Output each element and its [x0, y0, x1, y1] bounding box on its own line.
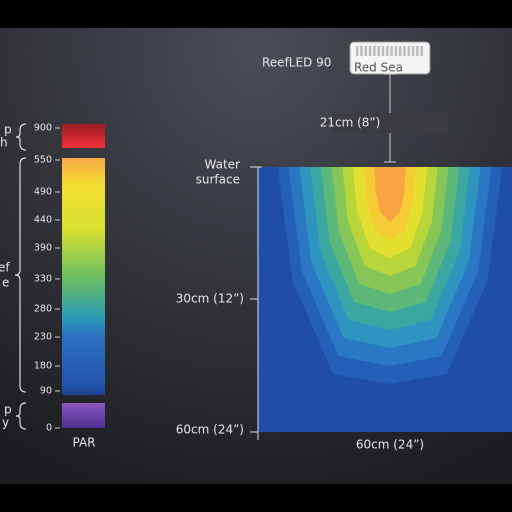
side-label: ef [0, 261, 10, 275]
scale-tick-label: 550 [34, 155, 52, 166]
fin [399, 46, 402, 56]
scale-tick-label: 390 [34, 243, 52, 254]
device-name: ReefLED 90 [262, 56, 331, 70]
depth-label: 60cm (24”) [176, 423, 244, 437]
fin [420, 46, 423, 56]
fin [364, 46, 367, 56]
depth-label: 30cm (12”) [176, 292, 244, 306]
par-map [258, 167, 512, 432]
side-label: y [2, 416, 9, 430]
scale-tick-label: 280 [34, 304, 52, 315]
side-label: p [4, 403, 12, 417]
brackets [14, 123, 27, 430]
fin [407, 46, 410, 56]
bottom-band [0, 484, 512, 512]
scale-unit: PAR [72, 436, 95, 450]
scale-tick-label: 180 [34, 361, 52, 372]
scale-tick-label: 230 [34, 332, 52, 343]
scale-tick-label: 900 [34, 123, 52, 134]
side-label: e [2, 276, 9, 290]
fin [377, 46, 380, 56]
width-label: 60cm (24”) [356, 438, 424, 452]
fin [368, 46, 372, 56]
scale-tick-label: 90 [40, 386, 52, 397]
fin [356, 46, 359, 56]
fin [411, 46, 415, 56]
fin [381, 46, 385, 56]
fin [394, 46, 398, 56]
contour [374, 167, 406, 222]
side-label: h [0, 136, 8, 150]
too-low-band [62, 403, 105, 428]
too-much-band [62, 124, 105, 148]
scale-tick-label: 330 [34, 274, 52, 285]
fin [416, 46, 419, 56]
device-fins [356, 46, 423, 56]
fin [360, 46, 363, 56]
surface-label: Water [205, 158, 241, 172]
scale-tick-label: 440 [34, 215, 52, 226]
par-scale [62, 158, 105, 395]
scale-tick-label: 490 [34, 187, 52, 198]
fin [386, 46, 389, 56]
surface-label: surface [196, 173, 240, 187]
top-band [0, 0, 512, 28]
fin [390, 46, 393, 56]
device-brand: Red Sea [354, 61, 403, 75]
scale-tick-label: 0 [46, 423, 52, 434]
height-label-bg [332, 113, 448, 133]
height-label: 21cm (8”) [320, 116, 381, 130]
side-label: p [4, 123, 12, 137]
fin [403, 46, 406, 56]
fin [373, 46, 376, 56]
